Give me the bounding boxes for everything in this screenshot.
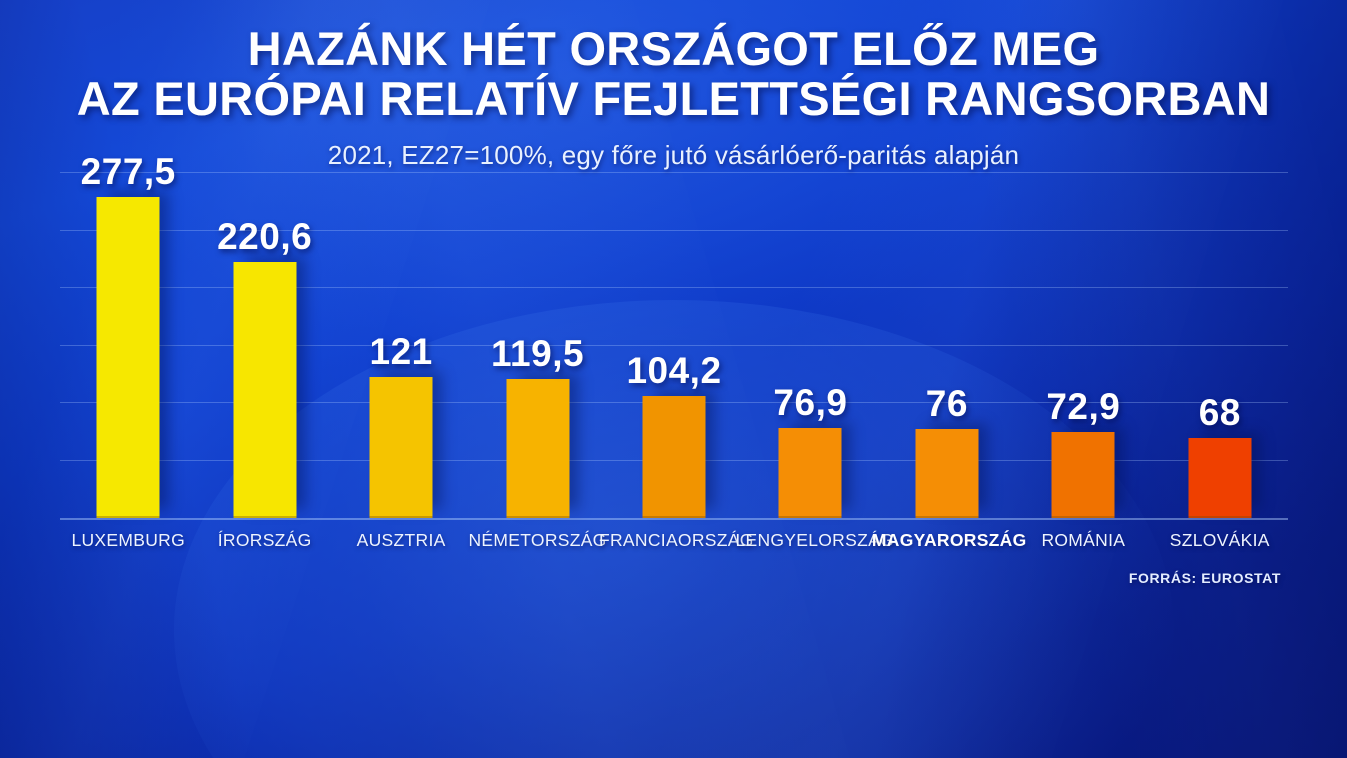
gridline: [60, 344, 1288, 346]
bar: [915, 428, 979, 518]
title-line-1: HAZÁNK HÉT ORSZÁGOT ELŐZ MEG: [247, 22, 1100, 75]
bar: [1051, 432, 1115, 518]
category-label-franciaország: FRANCIAORSZÁG: [599, 530, 754, 550]
chart-subtitle: 2021, EZ27=100%, egy főre jutó vásárlóer…: [327, 140, 1020, 170]
source-note: FORRÁS: EUROSTAT: [1128, 570, 1281, 586]
category-label-lengyelország: LENGYELORSZÁG: [735, 530, 894, 550]
bar-group: 121: [334, 150, 468, 518]
bar-value-label: 68: [1198, 391, 1241, 433]
bar-value-label: 119,5: [491, 332, 585, 374]
category-label-románia: ROMÁNIA: [1041, 530, 1126, 550]
bar-group: 277,5: [61, 150, 195, 518]
bar: [96, 196, 160, 518]
bar: [642, 396, 706, 518]
bar-value-label: 220,6: [217, 216, 313, 258]
category-label-szlovákia: SZLOVÁKIA: [1169, 530, 1270, 550]
bar-value-label: 104,2: [626, 350, 722, 392]
category-label-luxemburg: LUXEMBURG: [71, 530, 186, 550]
category-label-írország: ÍRORSZÁG: [217, 530, 312, 550]
bar-group: 119,5: [471, 150, 605, 518]
bar: [233, 262, 297, 518]
bar-group: 72,9: [1016, 150, 1150, 518]
bar: [506, 378, 570, 518]
category-label-magyarország: MAGYARORSZÁG: [871, 530, 1027, 550]
gridline: [60, 229, 1288, 231]
bar-chart: 277,5 220,6 121 119,5 104,2 76,9 76 72,9 68: [60, 150, 1288, 520]
gridline: [60, 287, 1288, 288]
bar-value-label: 76: [925, 382, 968, 424]
category-label-ausztria: AUSZTRIA: [356, 530, 446, 550]
x-axis-line: [60, 518, 1288, 520]
bar-value-label: 121: [369, 330, 433, 372]
bar-group: 68: [1153, 150, 1287, 518]
bar-group: 76: [880, 150, 1014, 518]
category-axis-labels: LUXEMBURG ÍRORSZÁG AUSZTRIA NÉMETORSZÁG FRAN…: [60, 530, 1288, 558]
title-line-2: AZ EURÓPAI RELATÍV FEJLETTSÉGI RANGSORBA…: [76, 71, 1271, 125]
category-label-németország: NÉMETORSZÁG: [468, 530, 607, 550]
bar-series: 277,5 220,6 121 119,5 104,2 76,9 76 72,9 68: [60, 150, 1288, 518]
bar: [778, 427, 842, 518]
bar-value-label: 76,9: [773, 381, 848, 423]
gridline: [60, 172, 1288, 173]
bar-group: 220,6: [198, 150, 332, 518]
bar-value-label: 72,9: [1046, 386, 1121, 428]
bar-group: 104,2: [607, 150, 741, 518]
bar-group: 76,9: [743, 150, 877, 518]
bar: [369, 376, 433, 518]
page-title: HAZÁNK HÉT ORSZÁGOT ELŐZ MEG AZ EURÓPAI …: [0, 24, 1347, 124]
bar: [1188, 437, 1252, 518]
